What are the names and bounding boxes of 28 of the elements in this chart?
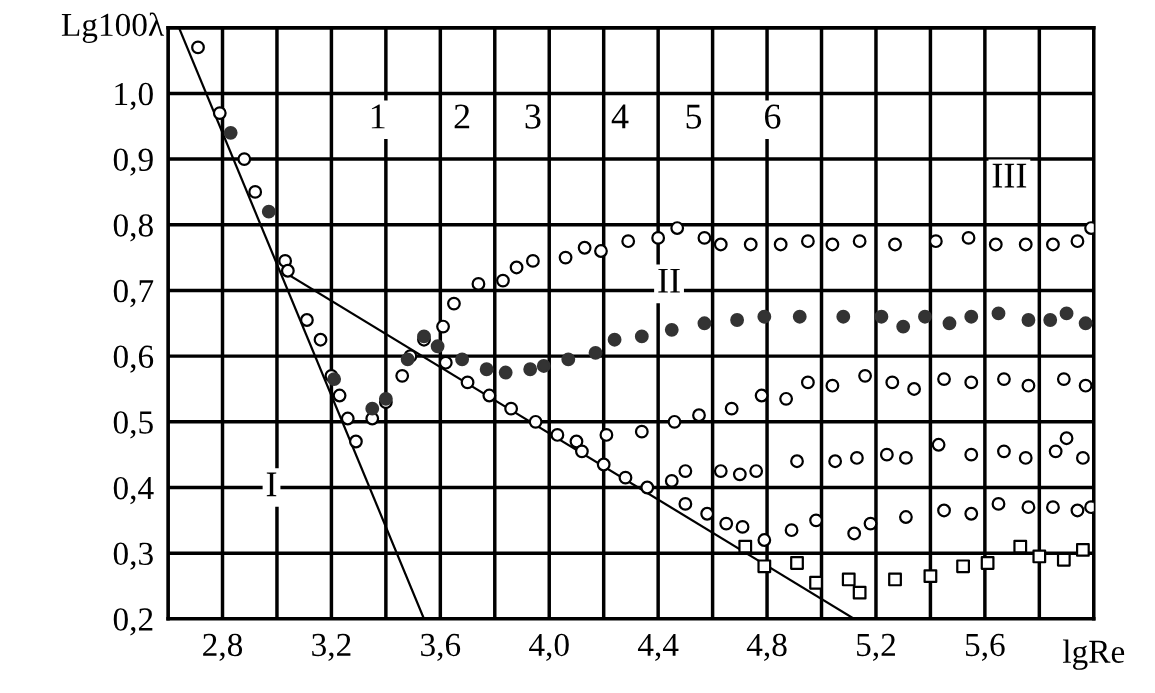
annotation: II: [658, 268, 680, 293]
x-tick-label: 5,2: [857, 633, 895, 661]
x-tick-label: 4,8: [746, 633, 787, 661]
x-axis-title: lgRe: [1062, 639, 1125, 670]
annotation: 4: [611, 104, 629, 129]
x-tick-label: 2,8: [203, 633, 243, 661]
annotation: 5: [686, 104, 702, 129]
x-tick-label: 5,6: [965, 633, 1005, 661]
annotation: 2: [454, 104, 470, 129]
y-tick-label: 0,2: [113, 608, 153, 636]
annotation: I: [266, 472, 277, 497]
annotation: 3: [525, 104, 541, 129]
annotation: III: [992, 163, 1027, 188]
y-tick-label: 0,9: [113, 148, 153, 176]
x-tick-label: 3,6: [421, 633, 461, 661]
y-tick-label: 0,3: [113, 542, 153, 570]
y-tick-label: 1,0: [115, 82, 153, 111]
x-tick-label: 3,2: [312, 633, 351, 661]
y-tick-label: 0,8: [113, 214, 153, 242]
y-tick-label: 0,4: [113, 476, 154, 505]
annotation: 6: [765, 104, 781, 129]
y-tick-label: 0,7: [113, 279, 154, 308]
y-axis-title: Lg100λ: [61, 12, 164, 44]
y-tick-label: 0,5: [113, 411, 153, 439]
annotation: 1: [371, 104, 385, 129]
x-tick-label: 4,4: [637, 633, 679, 661]
y-tick-label: 0,6: [113, 345, 154, 373]
x-tick-label: 4,0: [529, 633, 569, 661]
